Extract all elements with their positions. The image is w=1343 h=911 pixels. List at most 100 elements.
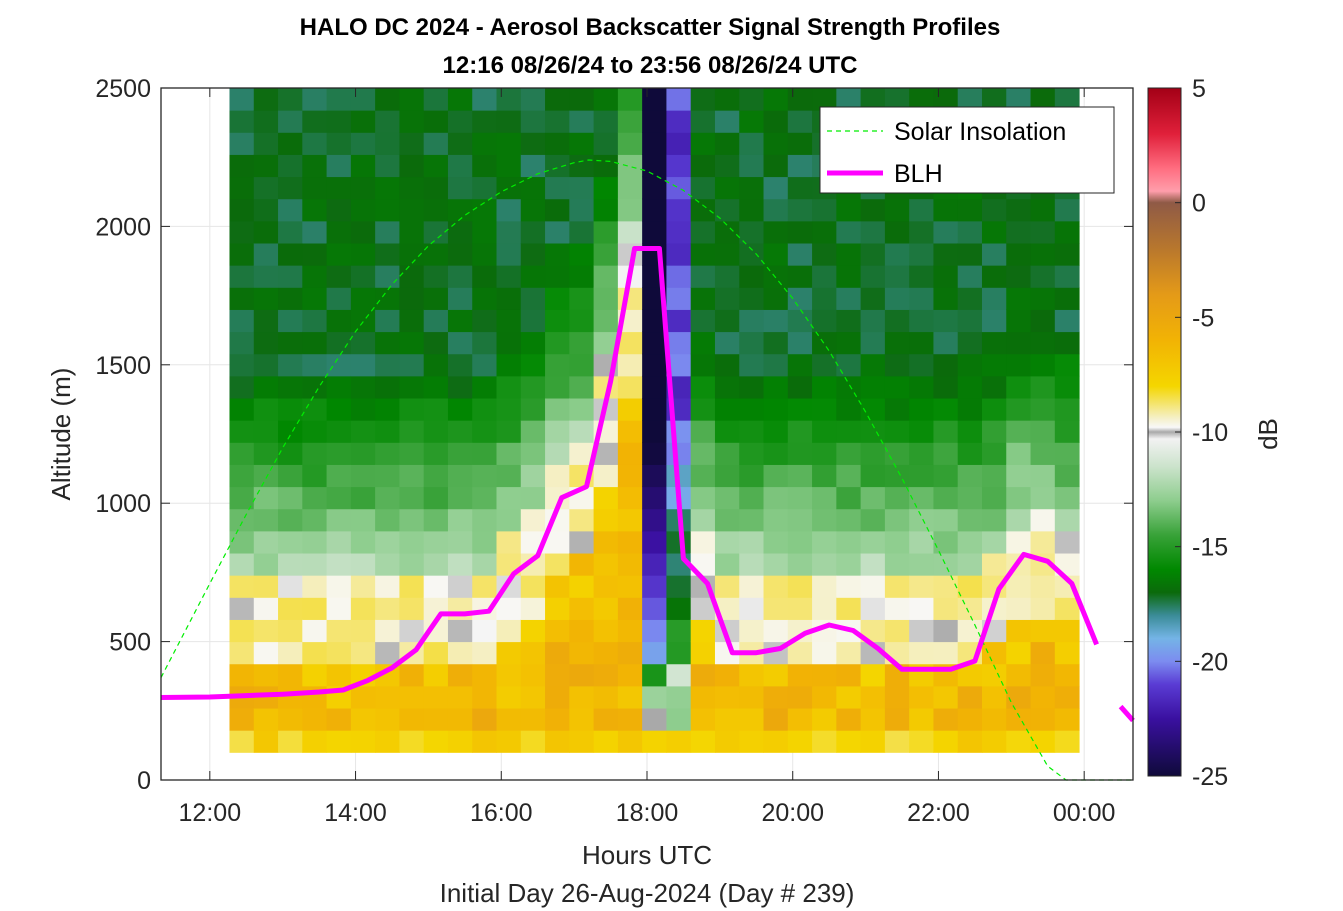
heatmap-cell (569, 176, 595, 200)
heatmap-cell (520, 685, 546, 709)
heatmap-cell (472, 132, 498, 155)
heatmap-cell (739, 88, 765, 111)
heatmap-cell (739, 464, 765, 488)
heatmap-cell (593, 663, 619, 687)
heatmap-cell (569, 730, 595, 753)
heatmap-cell (836, 442, 862, 465)
heatmap-cell (447, 575, 473, 598)
heatmap-cell (884, 88, 910, 111)
heatmap-cell (836, 88, 862, 111)
heatmap-cell (278, 575, 303, 598)
heatmap-cell (836, 597, 862, 620)
heatmap-cell (884, 309, 910, 333)
heatmap-cell (1006, 331, 1032, 355)
heatmap-cell (593, 287, 619, 310)
heatmap-cell (496, 265, 522, 288)
legend: Solar Insolation BLH (819, 106, 1115, 194)
heatmap-cell (1006, 309, 1032, 333)
heatmap-cell (739, 353, 765, 377)
heatmap-cell (423, 442, 449, 465)
heatmap-cell (545, 198, 570, 222)
heatmap-cell (1030, 265, 1056, 288)
heatmap-cell (399, 176, 425, 200)
heatmap-cell (472, 176, 498, 200)
heatmap-cell (520, 508, 546, 532)
heatmap-cell (375, 486, 400, 510)
heatmap-cell (617, 398, 643, 421)
heatmap-cell (642, 486, 667, 510)
heatmap-cell (714, 243, 740, 266)
heatmap-cell (642, 420, 667, 443)
colorbar-label: dB (1253, 418, 1283, 450)
heatmap-cell (520, 663, 546, 687)
heatmap-cell (739, 508, 765, 532)
heatmap-cell (545, 420, 570, 443)
heatmap-cell (375, 420, 400, 443)
heatmap-cell (545, 265, 570, 288)
heatmap-cell (763, 398, 789, 421)
heatmap-cell (520, 398, 546, 421)
heatmap-cell (278, 597, 303, 620)
heatmap-cell (569, 353, 595, 377)
heatmap-cell (229, 486, 255, 510)
heatmap-cell (957, 420, 983, 443)
heatmap-cell (545, 641, 570, 665)
heatmap-cell (884, 243, 910, 266)
x-tick-label: 16:00 (470, 799, 533, 827)
heatmap-cell (326, 663, 352, 687)
heatmap-cell (739, 398, 765, 421)
heatmap-cell (836, 464, 862, 488)
heatmap-cell (666, 176, 692, 200)
heatmap-cell (642, 110, 667, 133)
heatmap-cell (933, 730, 959, 753)
heatmap-cell (739, 730, 765, 753)
heatmap-cell (1054, 486, 1080, 510)
heatmap-cell (957, 508, 983, 532)
heatmap-cell (447, 641, 473, 665)
x-tick-label: 22:00 (907, 799, 970, 827)
heatmap-cell (472, 553, 498, 576)
heatmap-cell (666, 88, 692, 111)
heatmap-cell (302, 619, 328, 643)
heatmap-cell (957, 663, 983, 687)
heatmap-cell (690, 708, 716, 731)
heatmap-cell (690, 730, 716, 753)
heatmap-cell (957, 198, 983, 222)
heatmap-cell (1006, 597, 1032, 620)
heatmap-cell (1030, 486, 1056, 510)
heatmap-cell (545, 132, 570, 155)
heatmap-cell (957, 331, 983, 355)
heatmap-cell (229, 575, 255, 598)
heatmap-cell (326, 575, 352, 598)
heatmap-cell (617, 220, 643, 244)
heatmap-cell (666, 287, 692, 310)
heatmap-cell (909, 220, 934, 244)
heatmap-cell (399, 287, 425, 310)
heatmap-cell (496, 88, 522, 111)
heatmap-cell (739, 597, 765, 620)
heatmap-cell (229, 331, 255, 355)
heatmap-cell (957, 353, 983, 377)
heatmap-cell (957, 220, 983, 244)
heatmap-cell (496, 641, 522, 665)
heatmap-cell (423, 486, 449, 510)
heatmap-cell (447, 464, 473, 488)
heatmap-cell (472, 663, 498, 687)
heatmap-cell (981, 553, 1007, 576)
heatmap-cell (1054, 685, 1080, 709)
heatmap-cell (787, 442, 813, 465)
heatmap-cell (350, 464, 376, 488)
heatmap-cell (326, 508, 352, 532)
heatmap-cell (714, 420, 740, 443)
heatmap-cell (302, 353, 328, 377)
heatmap-cell (569, 597, 595, 620)
heatmap-cell (666, 420, 692, 443)
x-tick-label: 20:00 (761, 799, 824, 827)
heatmap-cell (520, 220, 546, 244)
heatmap-cell (375, 265, 400, 288)
heatmap-cell (714, 486, 740, 510)
heatmap-cell (642, 88, 667, 111)
heatmap-cell (1006, 663, 1032, 687)
heatmap-cell (739, 198, 765, 222)
heatmap-cell (253, 442, 279, 465)
